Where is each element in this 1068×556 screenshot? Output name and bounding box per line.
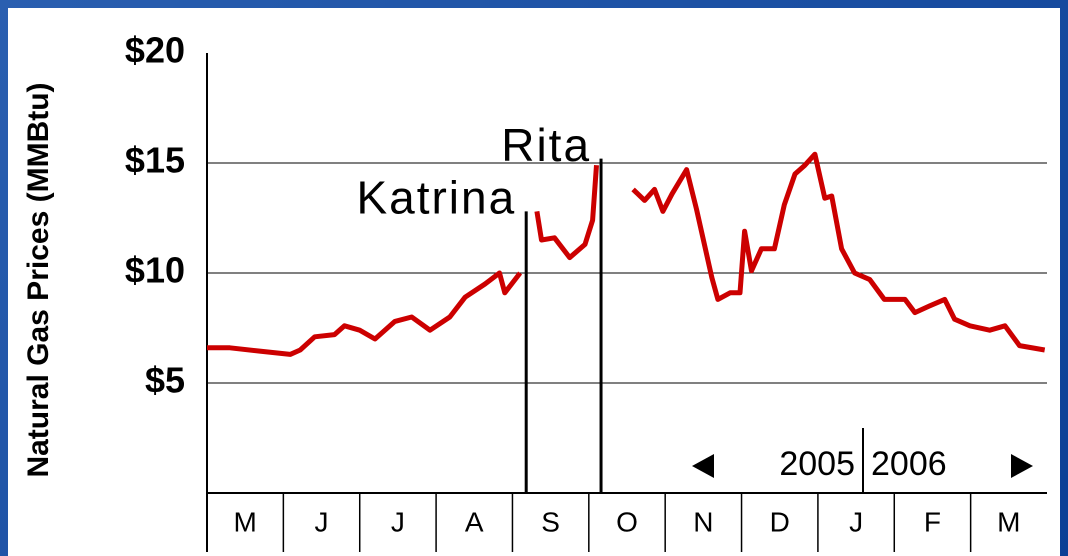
event-label: Katrina (356, 172, 516, 224)
x-tick-label: F (924, 506, 941, 537)
arrow-right (1011, 454, 1033, 478)
year-label: 2005 (779, 445, 855, 483)
y-tick-label: $5 (145, 360, 185, 401)
x-tick-label: J (849, 506, 863, 537)
price-line (534, 165, 599, 261)
plot-background (8, 8, 1060, 556)
x-tick-label: A (465, 506, 484, 537)
y-tick-label: $15 (125, 140, 185, 181)
x-tick-label: N (693, 506, 713, 537)
x-tick-label: J (315, 506, 329, 537)
price-line (631, 151, 1046, 353)
x-tick-label: D (770, 506, 790, 537)
x-tick-label: O (616, 506, 638, 537)
event-label: Rita (501, 119, 591, 171)
y-axis-label: Natural Gas Prices (MMBtu) (22, 82, 55, 477)
y-tick-label: $10 (125, 250, 185, 291)
y-tick-label: $20 (125, 30, 185, 71)
x-tick-label: M (997, 506, 1020, 537)
x-tick-label: M (234, 506, 257, 537)
year-label: 2006 (871, 445, 947, 483)
x-tick-label: J (391, 506, 405, 537)
x-tick-label: S (541, 506, 560, 537)
arrow-left (692, 454, 714, 478)
price-line (207, 270, 523, 357)
